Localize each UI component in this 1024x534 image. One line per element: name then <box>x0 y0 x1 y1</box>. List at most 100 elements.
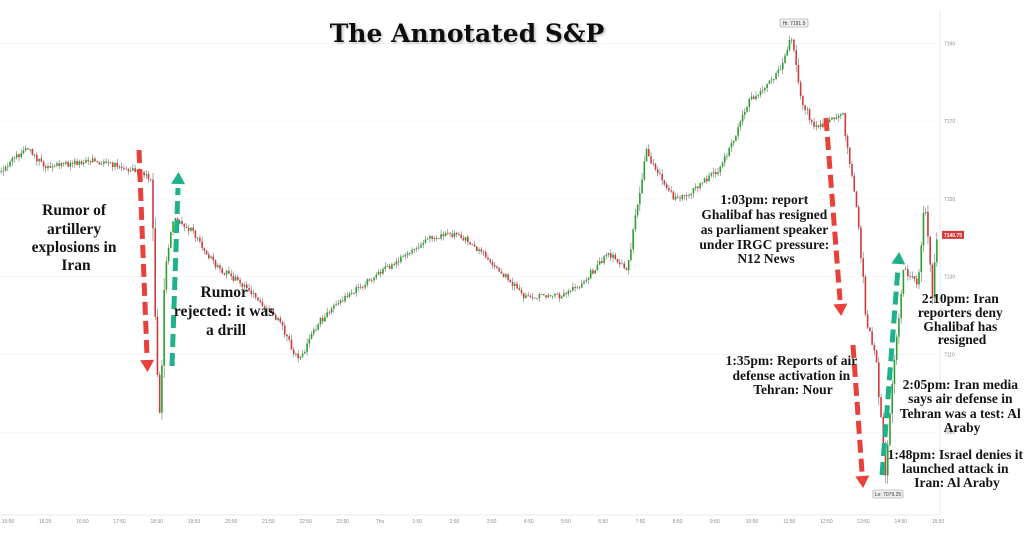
candle-body <box>422 242 425 245</box>
candle-body <box>496 266 498 269</box>
candle-body <box>699 183 701 189</box>
candle-body <box>391 264 393 269</box>
candle-body <box>395 261 398 265</box>
candle-body <box>752 96 755 100</box>
candle-body <box>654 163 657 170</box>
candle-body <box>36 154 38 162</box>
candle-body <box>799 82 802 96</box>
candle-body <box>560 296 563 299</box>
candle-body <box>9 161 11 167</box>
candle-body <box>732 140 735 144</box>
candle-body <box>283 325 286 335</box>
x-tick-label: 22:50 <box>299 519 312 525</box>
candle-body <box>212 256 215 261</box>
candle-body <box>464 236 467 241</box>
candle-body <box>853 175 856 192</box>
arrow-artillery-rumor-shaft <box>136 149 150 357</box>
candle-body <box>301 353 304 357</box>
candle-body <box>690 193 693 196</box>
candle-body <box>884 447 887 476</box>
x-tick-label: 15:50 <box>2 519 15 525</box>
candle-body <box>855 191 858 207</box>
annotation-air-defense-activation-line: defense activation in <box>732 368 850 383</box>
candle-body <box>15 154 18 158</box>
candle-body <box>308 338 311 344</box>
candle-body <box>721 162 724 167</box>
candle-body <box>306 343 308 352</box>
x-tick-label: 14:50 <box>895 519 908 525</box>
arrow-air-defense-activation-head <box>855 475 870 488</box>
candle-body <box>601 261 603 263</box>
candle-body <box>377 271 380 275</box>
candle-body <box>525 295 527 299</box>
candle-body <box>719 166 722 173</box>
candle-body <box>411 249 413 254</box>
candle-body <box>333 305 335 309</box>
candle-body <box>596 264 599 271</box>
candle-body <box>607 253 610 256</box>
candle-body <box>288 336 291 340</box>
candle-body <box>828 119 831 122</box>
candle-body <box>109 161 112 163</box>
candle-body <box>129 170 132 172</box>
arrows <box>136 117 906 488</box>
candle-body <box>904 269 907 271</box>
annotation-rumor-rejected-line: rejected: it was <box>174 303 274 320</box>
candle-body <box>534 297 536 299</box>
x-tick-label: 10:50 <box>746 519 759 525</box>
candle-body <box>453 232 456 237</box>
candle-body <box>929 236 931 265</box>
candle-body <box>277 318 279 320</box>
candle-body <box>913 276 916 279</box>
candle-body <box>790 39 793 41</box>
candlestick-series <box>0 35 938 484</box>
candle-body <box>254 293 257 298</box>
annotation-air-defense-test: 2:05pm: Iran media says air defense in T… <box>900 377 1024 435</box>
candle-body <box>813 121 815 127</box>
annotation-israel-denies-line: 1:48pm: Israel denies it <box>888 447 1024 462</box>
candle-body <box>773 79 775 80</box>
candle-body <box>259 300 261 302</box>
candle-body <box>214 260 217 268</box>
candle-body <box>232 275 235 281</box>
candle-body <box>268 308 270 310</box>
annotation-artillery-rumor-line: explosions in <box>32 239 117 256</box>
candle-body <box>592 270 594 274</box>
candle-body <box>846 136 849 148</box>
x-tick-label: 5:50 <box>561 519 571 525</box>
candle-body <box>178 221 181 224</box>
candle-body <box>831 117 833 120</box>
candle-body <box>594 270 596 274</box>
candle-body <box>442 234 445 236</box>
candle-body <box>880 397 882 417</box>
candle-body <box>324 316 326 322</box>
candle-body <box>337 303 340 305</box>
candle-body <box>911 276 914 277</box>
candle-body <box>612 254 614 258</box>
candle-body <box>386 266 389 267</box>
candle-body <box>116 162 119 167</box>
candle-body <box>350 293 353 294</box>
candle-body <box>670 190 672 192</box>
x-tick-label: 6:50 <box>598 519 608 525</box>
y-tick-label: 7190 <box>944 41 955 47</box>
candle-body <box>261 301 264 307</box>
candle-body <box>668 188 670 191</box>
candle-body <box>114 162 116 167</box>
candle-body <box>484 251 487 258</box>
candle-body <box>315 329 317 331</box>
candle-body <box>42 161 45 167</box>
candle-body <box>860 227 862 259</box>
annotation-air-defense-test-line: 2:05pm: Iran media <box>903 377 1019 392</box>
candle-body <box>96 161 98 163</box>
candle-body <box>473 244 476 247</box>
low-label-box <box>872 489 904 499</box>
candle-body <box>467 236 469 243</box>
candle-body <box>632 229 634 250</box>
x-tick-label: Thu <box>376 519 385 525</box>
candle-body <box>786 50 789 56</box>
candle-body <box>58 163 60 166</box>
candle-body <box>927 211 929 237</box>
candle-body <box>804 105 806 110</box>
